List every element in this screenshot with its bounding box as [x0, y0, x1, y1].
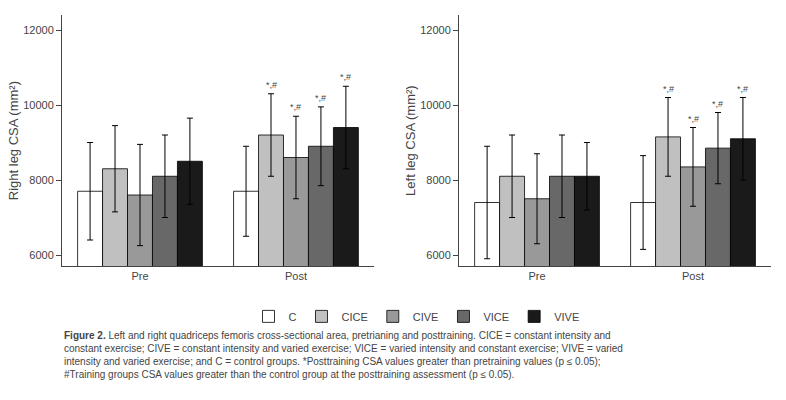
svg-text:6000: 6000 [29, 249, 53, 261]
svg-text:6000: 6000 [426, 249, 450, 261]
svg-text:8000: 8000 [426, 174, 450, 186]
svg-text:12000: 12000 [23, 24, 54, 36]
svg-text:*,#: *,# [290, 102, 301, 112]
svg-text:12000: 12000 [420, 24, 451, 36]
svg-text:Right leg CSA (mm²): Right leg CSA (mm²) [6, 81, 21, 200]
svg-text:CIVE: CIVE [413, 311, 439, 323]
svg-text:*,#: *,# [315, 93, 326, 103]
svg-text:*,#: *,# [340, 72, 351, 82]
svg-text:VIVE: VIVE [554, 311, 579, 323]
svg-text:Left leg CSA (mm²): Left leg CSA (mm²) [403, 85, 418, 196]
svg-text:Post: Post [285, 270, 307, 282]
svg-text:10000: 10000 [420, 99, 451, 111]
svg-text:*,#: *,# [663, 84, 674, 94]
svg-text:8000: 8000 [29, 174, 53, 186]
svg-text:C: C [289, 311, 297, 323]
svg-text:Pre: Pre [131, 270, 148, 282]
svg-text:*,#: *,# [266, 80, 277, 90]
svg-text:*,#: *,# [712, 99, 723, 109]
svg-text:*,#: *,# [688, 114, 699, 124]
svg-text:Post: Post [682, 270, 704, 282]
svg-text:*,#: *,# [737, 84, 748, 94]
svg-text:Pre: Pre [528, 270, 545, 282]
svg-text:CICE: CICE [342, 311, 368, 323]
svg-text:10000: 10000 [23, 99, 54, 111]
svg-text:Figure 2. Left and right quadr: Figure 2. Left and right quadriceps femo… [64, 330, 623, 380]
svg-text:VICE: VICE [483, 311, 509, 323]
